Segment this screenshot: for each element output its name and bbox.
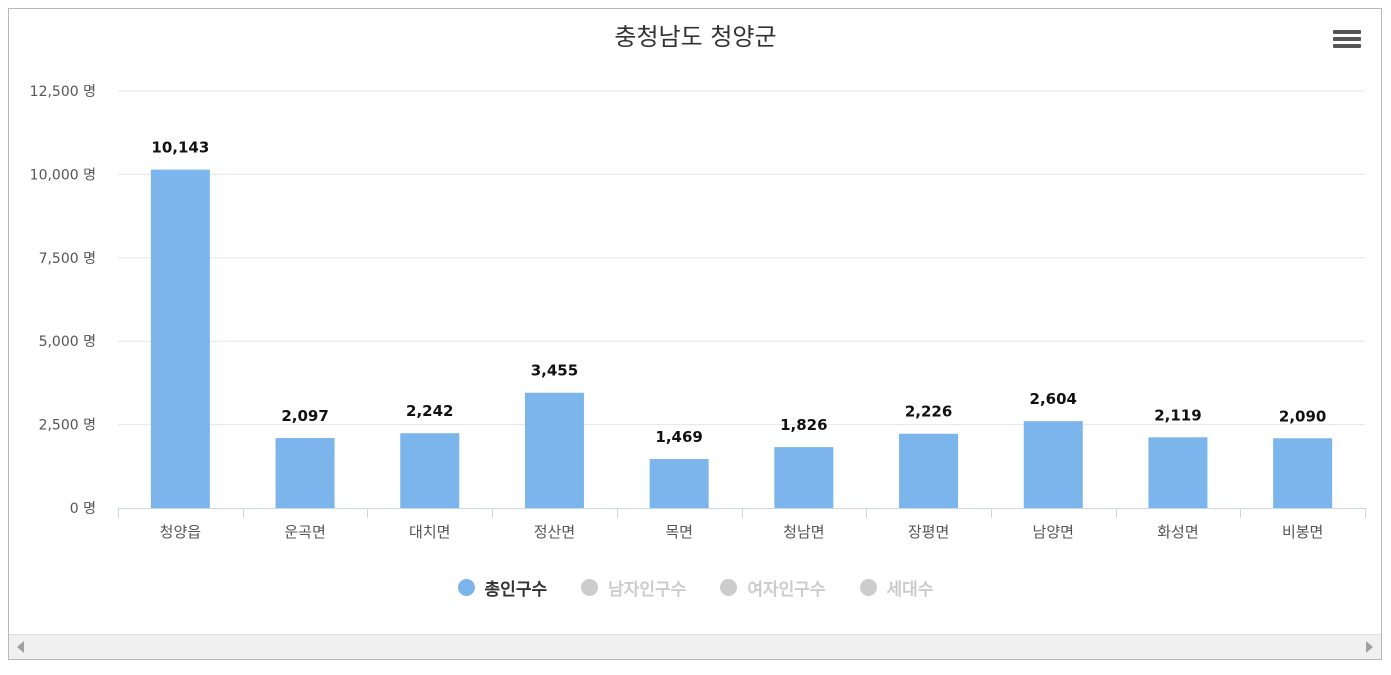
legend-marker (859, 578, 877, 596)
data-label: 2,097 (281, 407, 328, 425)
bar (899, 433, 959, 508)
scroll-right-arrow-icon[interactable] (1366, 641, 1373, 653)
bar (1023, 421, 1083, 508)
y-tick-label: 0 명 (70, 501, 96, 517)
bar (524, 392, 584, 508)
chart-title: 충청남도 청양군 (614, 23, 777, 51)
grid-lines (118, 90, 1365, 426)
bar (150, 169, 210, 508)
x-tick-label: 화성면 (1157, 523, 1198, 541)
x-tick-label: 청양읍 (160, 523, 201, 541)
data-label: 1,469 (655, 428, 702, 446)
data-label: 10,143 (151, 139, 209, 157)
chart-container (8, 8, 1382, 660)
x-tick-label: 남양면 (1033, 523, 1074, 541)
legend-label: 남자인구수 (608, 579, 687, 600)
data-label: 3,455 (531, 362, 578, 380)
data-label: 2,604 (1030, 390, 1077, 408)
legend-label: 총인구수 (484, 579, 548, 600)
data-label: 1,826 (780, 416, 827, 434)
x-tick-label: 대치면 (409, 523, 450, 541)
bar (774, 447, 834, 508)
x-tick-label: 비봉면 (1282, 523, 1323, 541)
legend-marker (720, 578, 738, 596)
y-tick-label: 10,000 명 (30, 167, 96, 183)
x-axis: 청양읍 운곡면 대치면 정산면 목면 청남면 장평면 남양면 화성면 비봉면 (118, 508, 1366, 541)
data-label: 2,119 (1154, 406, 1201, 424)
legend-label: 여자인구수 (747, 579, 826, 600)
hamburger-menu-icon[interactable] (1333, 30, 1361, 54)
y-tick-label: 5,000 명 (39, 334, 96, 350)
y-tick-label: 12,500 명 (30, 84, 96, 100)
x-tick-label: 정산면 (534, 523, 575, 541)
legend-item-households[interactable]: 세대수 (859, 575, 934, 600)
bar (400, 433, 460, 508)
menu-line (1333, 44, 1361, 48)
data-label: 2,242 (406, 402, 453, 420)
legend-item-male[interactable]: 남자인구수 (581, 575, 686, 600)
bar (1148, 437, 1208, 508)
x-tick-label: 장평면 (908, 523, 949, 541)
horizontal-scrollbar[interactable] (9, 634, 1381, 659)
x-tick-label: 목면 (665, 523, 693, 541)
scroll-left-arrow-icon[interactable] (17, 641, 24, 653)
bar (649, 458, 709, 508)
legend-item-total[interactable]: 총인구수 (457, 575, 548, 600)
y-axis-ticks: 0 명 2,500 명 5,000 명 7,500 명 10,000 명 12,500 명 (30, 84, 96, 517)
bars (150, 169, 1333, 508)
bar (275, 438, 335, 508)
legend-item-female[interactable]: 여자인구수 (720, 575, 826, 600)
data-labels: 10,143 2,097 2,242 3,455 1,469 1,826 2,226 2,60… (151, 139, 1326, 446)
legend-marker (581, 578, 599, 596)
y-tick-label: 2,500 명 (39, 418, 96, 434)
bar (1273, 438, 1333, 508)
x-tick-label: 운곡면 (284, 523, 325, 541)
legend-label: 세대수 (886, 579, 934, 600)
x-tick-label: 청남면 (783, 523, 824, 541)
menu-line (1333, 37, 1361, 41)
data-label: 2,090 (1279, 407, 1326, 425)
data-label: 2,226 (905, 403, 952, 421)
legend: 총인구수 남자인구수 여자인구수 세대수 (0, 573, 1391, 601)
y-tick-label: 7,500 명 (39, 251, 96, 267)
legend-marker (457, 578, 475, 596)
menu-line (1333, 30, 1361, 34)
